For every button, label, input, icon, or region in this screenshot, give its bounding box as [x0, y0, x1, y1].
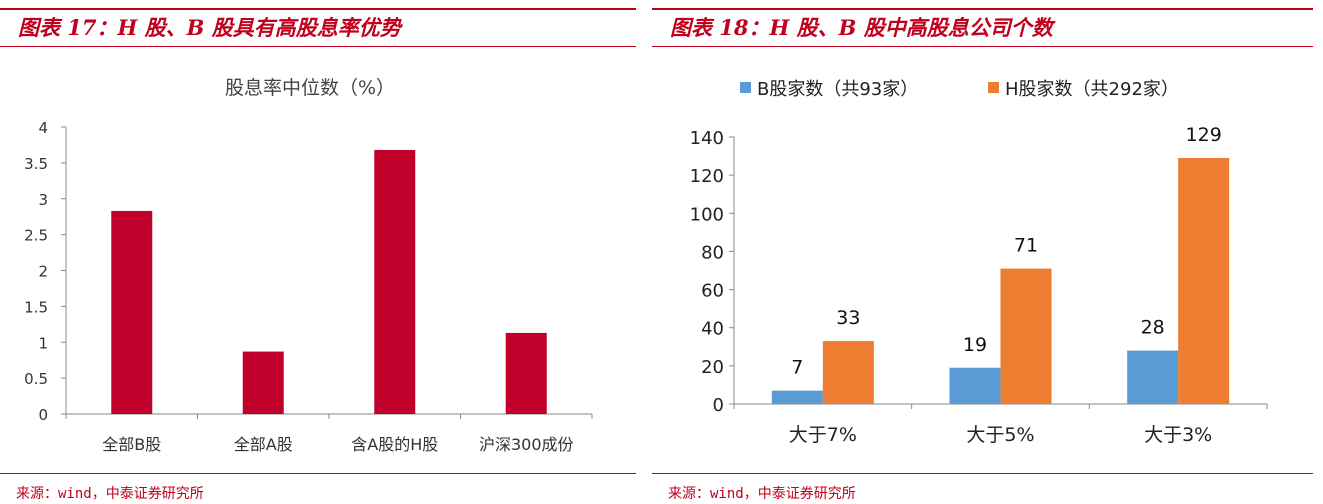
- top-rule: [0, 8, 636, 10]
- y-tick-label: 1: [38, 334, 48, 352]
- data-label: 19: [963, 334, 987, 356]
- data-label: 33: [836, 307, 860, 329]
- y-tick-label: 40: [701, 319, 724, 340]
- source-note: 来源：wind，中泰证券研究所: [16, 486, 204, 502]
- bar: [822, 341, 874, 404]
- bar: [771, 390, 823, 404]
- x-tick-label: 大于3%: [1144, 424, 1212, 446]
- dividend-yield-chart: 股息率中位数（%） 0 0.5 1 1.5 2 2.5 3 3.5 4 全部B股 全部A股 含A股的H…: [24, 77, 593, 454]
- bar: [505, 332, 547, 414]
- x-tick-label: 大于7%: [789, 424, 857, 446]
- x-tick-label: 大于5%: [966, 424, 1034, 446]
- top-rule: [652, 8, 1313, 10]
- left-panel: 图表 17：H 股、B 股具有高股息率优势 股息率中位数（%） 0 0.5 1 1.5…: [0, 0, 646, 504]
- y-tick-label: 60: [701, 281, 724, 302]
- y-tick-label: 3: [38, 191, 48, 209]
- bar: [111, 210, 153, 414]
- bar: [1178, 157, 1230, 404]
- y-tick-label: 20: [701, 357, 724, 378]
- legend-label: B股家数（共93家）: [757, 79, 918, 100]
- legend-label: H股家数（共292家）: [1005, 79, 1179, 100]
- bottom-rule: [652, 473, 1313, 474]
- y-tick-label: 2: [38, 263, 48, 281]
- high-dividend-count-chart: B股家数（共93家） H股家数（共292家） 0 20 40 60 80 100 120 140 7…: [690, 79, 1268, 446]
- y-tick-label: 0.5: [24, 370, 48, 388]
- title-rule: [0, 46, 636, 47]
- y-tick-label: 3.5: [24, 155, 48, 173]
- legend-swatch: [988, 82, 999, 93]
- panel-title: 图表 18：H 股、B 股中高股息公司个数: [670, 15, 1053, 40]
- legend-swatch: [740, 82, 751, 93]
- y-tick-label: 0: [713, 395, 724, 416]
- bar: [242, 351, 284, 414]
- data-label: 7: [791, 357, 803, 379]
- x-tick-label: 全部A股: [234, 435, 293, 454]
- y-tick-label: 120: [690, 166, 724, 187]
- y-tick-label: 140: [690, 128, 724, 149]
- y-tick-label: 4: [38, 119, 48, 137]
- x-tick-label: 全部B股: [102, 435, 161, 454]
- source-note: 来源：wind，中泰证券研究所: [668, 486, 856, 502]
- x-tick-label: 含A股的H股: [351, 435, 438, 454]
- data-label: 28: [1141, 317, 1165, 339]
- y-tick-label: 0: [38, 406, 48, 424]
- x-tick-label: 沪深300成份: [479, 435, 574, 454]
- data-label: 129: [1186, 124, 1222, 146]
- right-panel: 图表 18：H 股、B 股中高股息公司个数 B股家数（共93家） H股家数（共29…: [652, 0, 1323, 504]
- chart-title: 股息率中位数（%）: [225, 77, 395, 99]
- y-tick-label: 100: [690, 204, 724, 225]
- bar: [374, 149, 416, 414]
- y-tick-label: 1.5: [24, 298, 48, 316]
- panel-title: 图表 17：H 股、B 股具有高股息率优势: [18, 15, 401, 40]
- title-rule: [652, 46, 1313, 47]
- y-tick-label: 2.5: [24, 227, 48, 245]
- data-label: 71: [1014, 235, 1038, 257]
- y-tick-label: 80: [701, 242, 724, 263]
- bar: [1127, 350, 1179, 404]
- bar: [1000, 268, 1052, 404]
- bottom-rule: [0, 473, 636, 474]
- bar: [949, 367, 1001, 404]
